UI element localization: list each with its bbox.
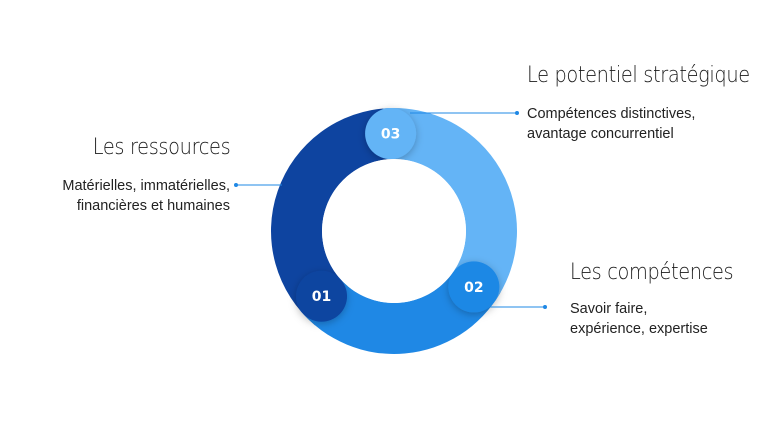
segment-01-title: Les ressources: [92, 135, 230, 160]
segment-02-description-line-2: expérience, expertise: [570, 321, 708, 337]
segment-03-title: Le potentiel stratégique: [527, 63, 750, 88]
segment-02-description: Savoir faire, expérience, expertise: [570, 299, 708, 339]
segment-03-description: Compétences distinctives, avantage concu…: [527, 104, 695, 144]
segment-03-description-line-2: avantage concurrentiel: [527, 126, 674, 142]
segment-03-cap: [365, 108, 417, 160]
segment-02-cap: [448, 261, 500, 313]
segment-03-description-line-1: Compétences distinctives,: [527, 106, 696, 122]
segment-01-cap: [296, 270, 348, 322]
segment-03-number: 03: [381, 127, 400, 143]
segment-01-description-line-2: financières et humaines: [76, 198, 230, 214]
donut-hole: [322, 159, 466, 303]
segment-01-number: 01: [312, 289, 331, 305]
segment-03-arc: [383, 108, 517, 302]
leader-line-01: [234, 183, 282, 187]
segment-02-number: 02: [464, 280, 483, 296]
segment-02-title: Les compétences: [570, 260, 734, 285]
segment-01-description: Matérielles, immatérielles, financières …: [62, 176, 230, 216]
leader-line-02: [490, 305, 547, 309]
segment-02-description-line-1: Savoir faire,: [570, 301, 648, 317]
leader-line-03: [410, 111, 519, 115]
segment-01-description-line-1: Matérielles, immatérielles,: [62, 178, 230, 194]
segment-01-arc: [271, 108, 392, 326]
